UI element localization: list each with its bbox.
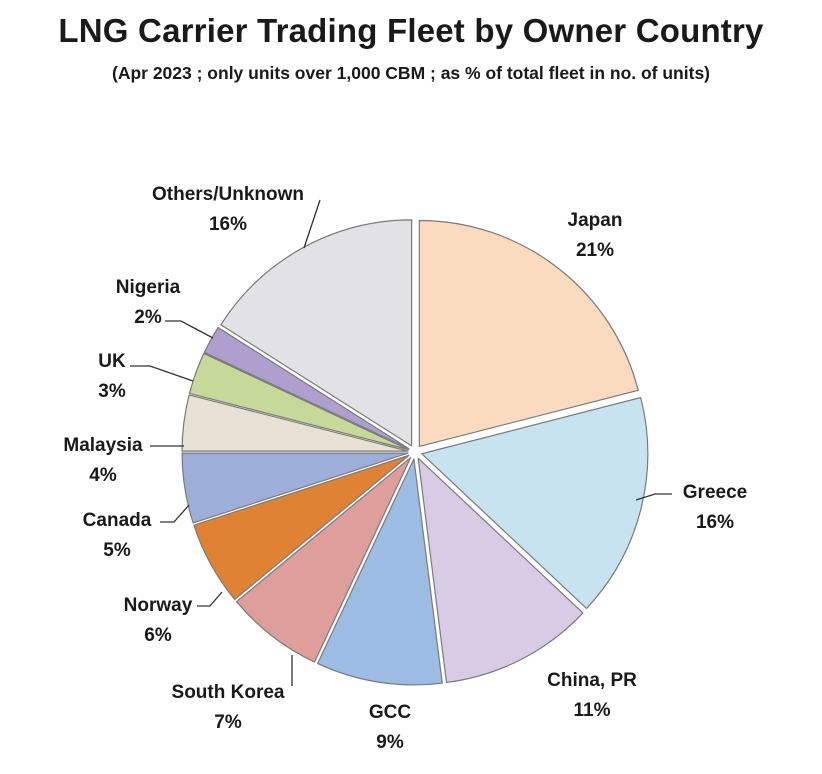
slice-value-uk: 3% — [98, 381, 126, 402]
slice-value-malaysia: 4% — [89, 465, 117, 486]
slice-value-south-korea: 7% — [214, 712, 242, 733]
slice-value-others-unknown: 16% — [209, 214, 247, 235]
slice-value-nigeria: 2% — [134, 307, 162, 328]
slice-label-greece: Greece — [683, 482, 747, 503]
chart-subtitle: (Apr 2023 ; only units over 1,000 CBM ; … — [112, 63, 710, 83]
leader-line-nigeria — [165, 320, 214, 339]
slice-value-japan: 21% — [576, 240, 614, 261]
pie-slice-nigeria — [203, 326, 410, 450]
leader-line-greece — [635, 493, 672, 501]
slice-label-nigeria: Nigeria — [116, 277, 181, 298]
pie-slice-norway — [193, 454, 410, 601]
slice-label-gcc: GCC — [369, 702, 412, 723]
slice-label-uk: UK — [98, 351, 126, 372]
pie-slice-south-korea — [235, 456, 412, 663]
slice-value-norway: 6% — [144, 625, 172, 646]
leader-line-canada — [160, 504, 190, 523]
slice-value-china-pr: 11% — [574, 700, 611, 721]
slice-value-greece: 16% — [696, 512, 734, 533]
slice-label-norway: Norway — [124, 595, 193, 616]
pie-slice-malaysia — [181, 394, 409, 452]
leader-line-uk — [130, 365, 194, 382]
pie-slice-uk — [188, 352, 410, 451]
pie-slice-japan — [418, 219, 639, 448]
leader-line-others-unknown — [303, 199, 321, 249]
slice-label-canada: Canada — [83, 510, 152, 531]
slice-value-gcc: 9% — [376, 732, 404, 753]
leader-line-norway — [197, 591, 223, 607]
pie-slice-others-unknown — [220, 219, 413, 447]
slice-label-others-unknown: Others/Unknown — [152, 184, 304, 205]
slice-label-japan: Japan — [568, 210, 623, 231]
slice-label-china-pr: China, PR — [547, 670, 637, 691]
pie-slice-canada — [181, 452, 409, 524]
pie-slice-greece — [421, 396, 649, 610]
pie-slice-china-pr — [417, 457, 584, 684]
slice-label-malaysia: Malaysia — [63, 435, 143, 456]
slice-label-south-korea: South Korea — [172, 682, 285, 703]
pie-slice-gcc — [317, 458, 443, 686]
chart-title: LNG Carrier Trading Fleet by Owner Count… — [58, 12, 764, 49]
slice-value-canada: 5% — [103, 540, 131, 561]
